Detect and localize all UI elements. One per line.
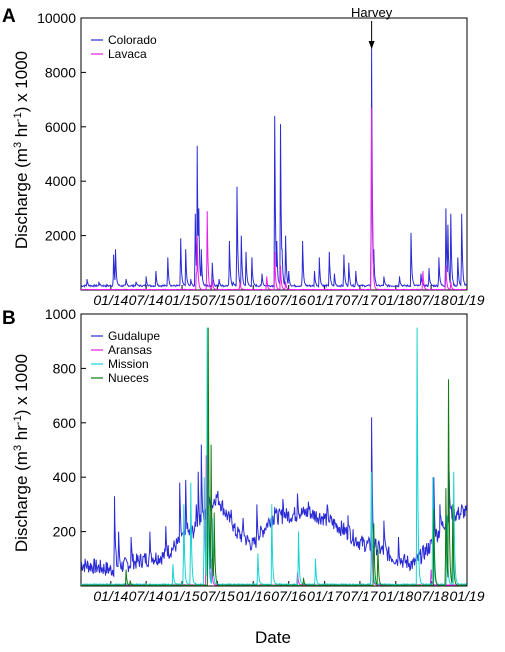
legend-label-mission: Mission (108, 357, 149, 371)
legend-label-colorado: Colorado (108, 33, 157, 47)
x-tick-label: 01/15 (165, 292, 200, 308)
panel-a-ylabel: Discharge (m3 hr-1) x 1000 (12, 51, 31, 249)
x-tick-label: 07/17 (342, 292, 378, 308)
y-tick-label: 400 (53, 469, 77, 485)
y-tick-label: 600 (53, 415, 77, 431)
y-tick-label: 2000 (45, 228, 76, 244)
x-tick-label: 07/15 (200, 588, 235, 604)
x-tick-label: 07/18 (414, 292, 449, 308)
y-tick-label: 1000 (45, 306, 76, 322)
series-line-lavaca (81, 107, 467, 291)
plot-frame (80, 313, 468, 587)
x-tick-label: 07/14 (129, 292, 164, 308)
panel-b-ylabel: Discharge (m3 hr-1) x 1000 (12, 354, 31, 552)
legend-label-aransas: Aransas (108, 343, 152, 357)
series-line-aransas (81, 381, 467, 586)
y-tick-label: 200 (53, 524, 77, 540)
x-tick-label: 07/16 (271, 292, 306, 308)
annotation-arrowhead (368, 41, 375, 49)
x-tick-label: 01/15 (165, 588, 200, 604)
panel-a: A Discharge (m3 hr-1) x 1000 2000 4000 600… (2, 5, 485, 308)
x-tick-label: 01/16 (236, 588, 271, 604)
x-tick-label: 01/17 (307, 588, 343, 604)
panel-a-letter: A (2, 6, 16, 27)
y-tick-label: 6000 (45, 119, 76, 135)
panel-b: B Discharge (m3 hr-1) x 1000 200 400 600 80… (2, 306, 485, 604)
x-tick-label: 01/16 (236, 292, 271, 308)
series-line-nueces (81, 327, 467, 587)
x-tick-label: 07/18 (414, 588, 449, 604)
x-tick-label: 01/14 (93, 588, 128, 604)
panel-b-letter: B (2, 308, 16, 329)
legend-label-nueces: Nueces (108, 371, 149, 385)
x-tick-label: 07/17 (342, 588, 378, 604)
series-line-gudalupe (80, 417, 468, 578)
annotation-harvey: Harvey (351, 5, 393, 20)
x-tick-label: 01/14 (93, 292, 128, 308)
x-tick-label: 07/14 (129, 588, 164, 604)
y-tick-label: 8000 (45, 64, 76, 80)
y-tick-label: 4000 (45, 173, 76, 189)
series-line-mission (81, 327, 467, 586)
x-tick-label: 01/19 (449, 588, 484, 604)
legend-label-lavaca: Lavaca (108, 47, 147, 61)
legend-label-gudalupe: Gudalupe (108, 329, 160, 343)
y-tick-label: 800 (53, 360, 77, 376)
x-tick-label: 01/17 (307, 292, 343, 308)
x-tick-label: 07/15 (200, 292, 235, 308)
x-tick-label: 01/18 (378, 588, 413, 604)
x-tick-label: 07/16 (271, 588, 306, 604)
x-axis-label: Date (255, 628, 291, 647)
x-tick-label: 01/18 (378, 292, 413, 308)
x-tick-label: 01/19 (449, 292, 484, 308)
series-line-colorado (80, 47, 467, 289)
y-tick-label: 10000 (37, 10, 76, 26)
